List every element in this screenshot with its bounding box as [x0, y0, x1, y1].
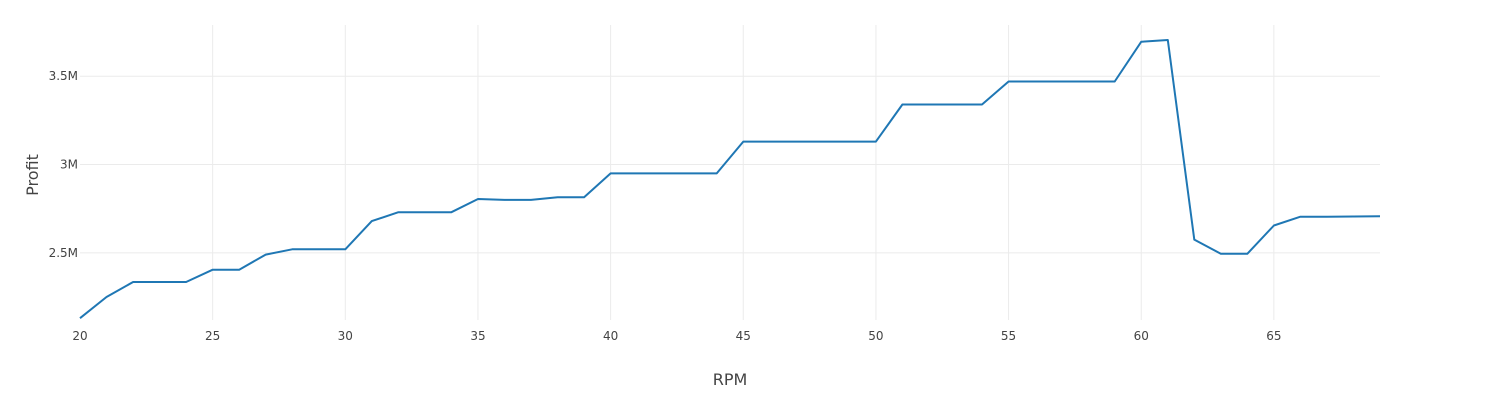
x-tick-label: 45 [736, 329, 751, 343]
series-line [79, 39, 1381, 319]
x-tick-label: 35 [470, 329, 485, 343]
x-tick-label: 30 [338, 329, 353, 343]
x-tick-label: 25 [205, 329, 220, 343]
series-group [79, 39, 1381, 319]
x-tick-label: 60 [1134, 329, 1149, 343]
x-tick-label: 65 [1266, 329, 1281, 343]
x-gridlines [212, 25, 1275, 320]
y-tick-label: 2.5M [49, 246, 78, 260]
y-tick-label: 3M [60, 158, 78, 172]
x-tick-label: 55 [1001, 329, 1016, 343]
y-tick-labels: 2.5M 3M 3.5M [49, 69, 78, 260]
y-axis-title: Profit [23, 154, 42, 196]
x-tick-labels: 20 25 30 35 40 45 50 55 60 65 [72, 329, 1281, 343]
y-gridlines [80, 75, 1380, 254]
x-tick-label: 40 [603, 329, 618, 343]
x-axis-title: RPM [713, 370, 748, 389]
x-tick-label: 50 [868, 329, 883, 343]
y-tick-label: 3.5M [49, 69, 78, 83]
x-tick-label: 20 [72, 329, 87, 343]
